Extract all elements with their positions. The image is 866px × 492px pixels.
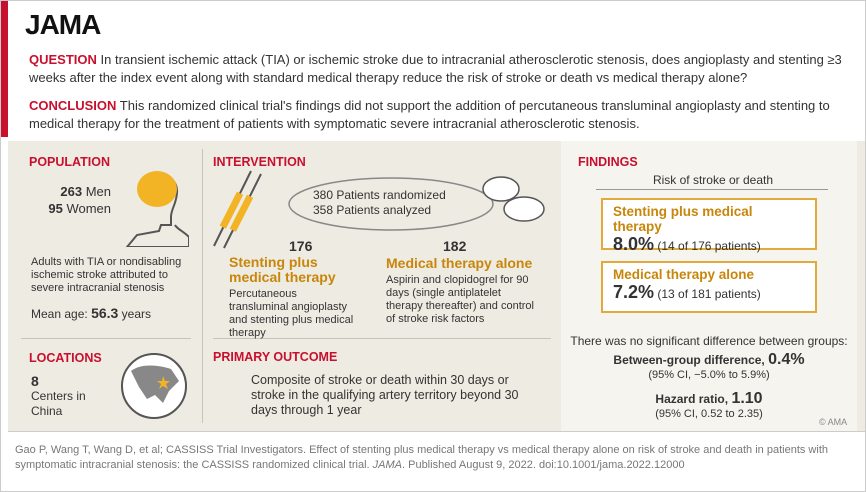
population-description: Adults with TIA or nondisabling ischemic… xyxy=(31,256,182,294)
result-detail: (13 of 181 patients) xyxy=(657,287,761,301)
person-icon xyxy=(125,171,189,247)
divider xyxy=(202,149,203,423)
divider xyxy=(21,338,191,339)
question-label: QUESTION xyxy=(29,52,97,67)
men-label: Men xyxy=(85,184,111,199)
intervention-label: INTERVENTION xyxy=(213,155,306,169)
stent-icon xyxy=(213,170,262,249)
logo: JAMA xyxy=(25,9,101,40)
analyzed: 358 Patients analyzed xyxy=(313,203,432,217)
result-value: 8.0% xyxy=(613,234,655,254)
women-count: 95 xyxy=(48,201,63,216)
result-detail: (14 of 176 patients) xyxy=(657,239,761,253)
randomized-oval xyxy=(288,177,494,231)
rule xyxy=(596,189,828,190)
arm-description: Percutaneous transluminal angioplasty an… xyxy=(229,288,354,339)
findings-subtitle: Risk of stroke or death xyxy=(652,173,774,187)
question: QUESTION In transient ischemic attack (T… xyxy=(29,51,849,87)
difference: Between-group difference, 0.4% (95% CI, −… xyxy=(563,351,855,382)
question-text: In transient ischemic attack (TIA) or is… xyxy=(29,52,842,85)
citation-text: Gao P, Wang T, Wang D, et al; CASSISS Tr… xyxy=(15,444,828,471)
locations-label: LOCATIONS xyxy=(29,351,102,365)
randomized: 380 Patients randomized xyxy=(313,188,446,202)
arm-description: Aspirin and clopidogrel for 90 days (sin… xyxy=(386,274,534,325)
findings-label: FINDINGS xyxy=(578,155,638,169)
difference-value: 0.4% xyxy=(768,351,805,368)
outcome-label: PRIMARY OUTCOME xyxy=(213,350,338,364)
result-name: Stenting plus medical therapy xyxy=(613,204,753,234)
conclusion-text: This randomized clinical trial's finding… xyxy=(29,98,830,131)
hr-label: Hazard ratio, xyxy=(655,392,729,406)
divider xyxy=(213,338,551,339)
conclusion-label: CONCLUSION xyxy=(29,98,117,113)
citation-journal: JAMA xyxy=(372,459,402,471)
population-label: POPULATION xyxy=(29,155,111,169)
arm-name: Medical therapy alone xyxy=(386,255,533,271)
hr-ci: (95% CI, 0.52 to 2.35) xyxy=(655,408,763,420)
citation: Gao P, Wang T, Wang D, et al; CASSISS Tr… xyxy=(15,443,855,473)
result-box: Stenting plus medical therapy 8.0% (14 of… xyxy=(601,198,817,254)
accent-bar xyxy=(1,1,8,137)
mean-age: Mean age: 56.3 years xyxy=(31,305,151,321)
arm-count: 176 xyxy=(289,238,313,254)
result-box: Medical therapy alone 7.2% (13 of 181 pat… xyxy=(601,261,817,313)
globe-icon xyxy=(121,353,187,419)
arm-count: 182 xyxy=(443,238,467,254)
difference-label: Between-group difference, xyxy=(613,353,765,367)
women-label: Women xyxy=(66,201,111,216)
citation-text: . Published August 9, 2022. doi:10.1001/… xyxy=(402,459,685,471)
mean-age-label: Mean age: xyxy=(31,307,88,321)
enrollment: 380 Patients randomized 358 Patients anal… xyxy=(313,188,446,218)
rule xyxy=(8,431,865,432)
locations-count: 8 xyxy=(31,373,39,389)
outcome-text: Composite of stroke or death within 30 d… xyxy=(251,373,519,417)
findings-note: There was no significant difference betw… xyxy=(570,334,848,348)
conclusion: CONCLUSION This randomized clinical tria… xyxy=(29,97,849,133)
result-name: Medical therapy alone xyxy=(613,267,755,282)
hr-value: 1.10 xyxy=(731,390,763,407)
pills-icon xyxy=(482,176,545,222)
mean-age-unit: years xyxy=(121,307,151,321)
copyright: © AMA xyxy=(819,417,848,427)
locations-text: Centers in China xyxy=(31,389,86,418)
men-count: 263 xyxy=(60,184,83,199)
hazard: Hazard ratio, 1.10 (95% CI, 0.52 to 2.35) xyxy=(563,390,855,421)
population-counts: 263 Men 95 Women xyxy=(41,183,111,217)
mean-age-value: 56.3 xyxy=(91,305,119,321)
result-value: 7.2% xyxy=(613,282,655,302)
difference-ci: (95% CI, −5.0% to 5.9%) xyxy=(648,369,770,381)
arm-name: Stenting plus medical therapy xyxy=(229,254,336,285)
